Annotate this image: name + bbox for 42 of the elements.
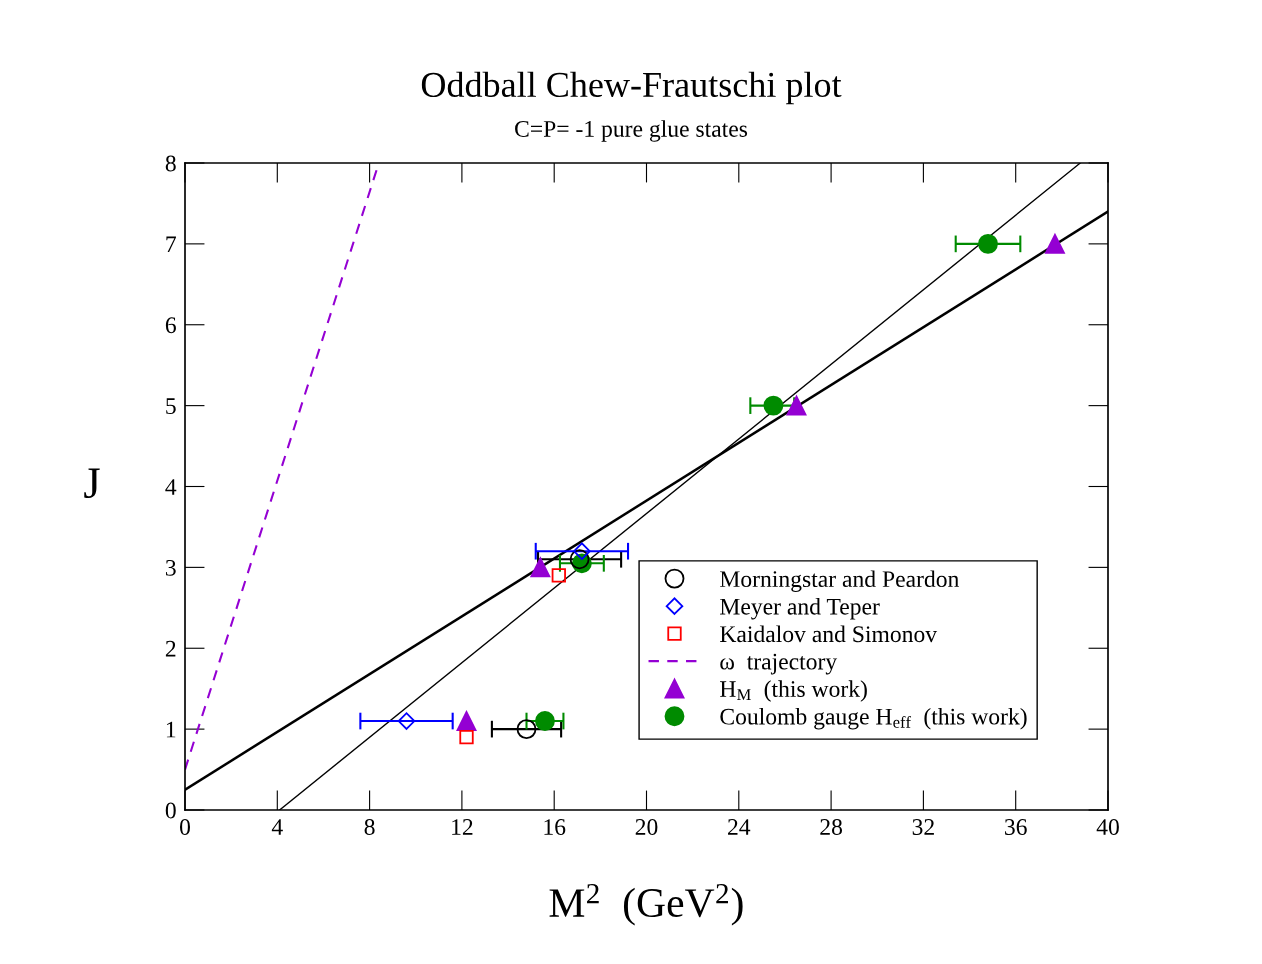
y-axis-title: J — [84, 468, 100, 499]
point — [397, 712, 416, 730]
point — [456, 711, 477, 731]
x-tick-label: 32 — [912, 819, 934, 835]
y-tick-label: 7 — [166, 236, 176, 253]
y-tick-label: 2 — [165, 640, 176, 657]
legend-label: ω trajectory — [720, 653, 838, 675]
x-tick-label: 12 — [452, 819, 473, 835]
y-tick-label: 8 — [165, 155, 176, 172]
y-tick-label: 6 — [165, 317, 176, 334]
legend-label: Morningstar and Peardon — [720, 570, 959, 592]
x-tick-label: 16 — [544, 819, 566, 835]
x-tick-label: 28 — [820, 819, 843, 835]
chart-title: Oddball Chew-Frautschi plot — [421, 71, 842, 105]
point — [1044, 233, 1065, 254]
x-tick-label: 36 — [1005, 819, 1027, 835]
x-tick-label: 40 — [1096, 819, 1119, 835]
point — [459, 730, 474, 745]
point — [535, 711, 555, 731]
point — [530, 557, 551, 578]
y-tick-label: 5 — [166, 398, 176, 415]
point — [786, 395, 807, 416]
legend-label: Kaidalov and Simonov — [720, 625, 938, 643]
chart-subtitle: C=P= -1 pure glue states — [515, 120, 748, 142]
x-axis-title: M$^{2}$ (GeV$^{2}$) — [549, 883, 743, 926]
y-tick-label: 3 — [165, 559, 176, 576]
point — [516, 719, 537, 740]
point — [573, 542, 591, 560]
x-tick-label: 24 — [728, 819, 751, 835]
legend-label: Meyer and Teper — [720, 598, 880, 620]
y-tick-label: 1 — [166, 721, 176, 738]
x-tick-label: 8 — [364, 819, 375, 835]
point — [551, 568, 566, 583]
legend-label: Coulomb gauge H$_{eff}$ (this work) — [720, 708, 1027, 730]
x-tick-label: 4 — [271, 819, 283, 835]
point — [978, 233, 998, 254]
legend-label: H$_{M}$ (this work) — [720, 680, 867, 702]
point — [763, 395, 784, 416]
y-tick-label: 0 — [165, 802, 176, 819]
y-tick-label: 4 — [165, 479, 177, 495]
x-tick-label: 0 — [180, 819, 190, 835]
x-tick-label: 20 — [635, 819, 658, 835]
